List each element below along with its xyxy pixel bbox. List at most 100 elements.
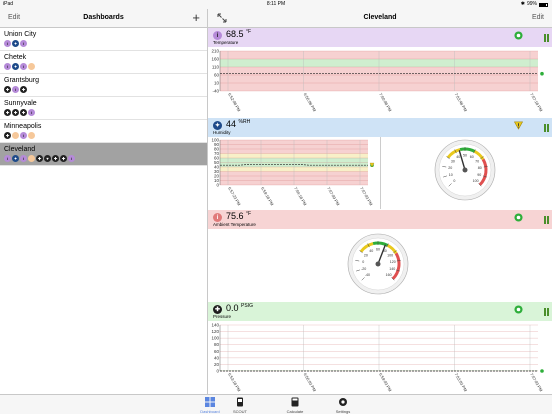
gauge-tick-label: 80 — [383, 249, 387, 253]
temperature-value: 68.5 — [226, 29, 244, 39]
gauge-band — [478, 158, 488, 186]
fan-icon: ✚ — [4, 132, 11, 139]
dashboard-item-icons: i ✦ i ✚ ♥ ✚ ✚ i — [4, 155, 203, 162]
dashboard-item-icons: ✚ ✚ ✚ i — [4, 109, 203, 116]
y-tick-label: 80 — [214, 147, 220, 152]
temperature-name: Temperature — [213, 40, 239, 45]
empty-icon — [28, 63, 35, 70]
droplet-icon: ✦ — [12, 40, 19, 47]
dashboard-item-label: Cleveland — [4, 146, 36, 153]
battery-indicator: ✱ 99% — [521, 0, 548, 9]
pressure-name: Pressure — [213, 314, 232, 319]
resize-icon[interactable] — [217, 13, 227, 23]
y-tick-label: 0 — [216, 183, 219, 188]
drag-handle-icon[interactable] — [540, 210, 552, 229]
dashboard-item-label: Chetek — [4, 54, 27, 61]
x-tick-label: 7:07:18 PM — [529, 92, 544, 112]
gauge-tick-label: 100 — [387, 254, 393, 258]
info-icon: i — [213, 213, 222, 222]
tab-scout[interactable]: SCOUT — [225, 397, 255, 414]
add-dashboard-button[interactable]: + — [192, 10, 200, 25]
y-tick-label: 90 — [214, 142, 220, 147]
drag-handle-icon[interactable] — [540, 118, 552, 137]
dashboard-item-union-city[interactable]: Union City i ✦ i — [0, 28, 207, 51]
dashboard-item-icons: ✚ i ✚ — [4, 86, 203, 93]
ok-status-icon — [514, 213, 523, 222]
dashboard-item-minneapolis[interactable]: Minneapolis ✚ i — [0, 120, 207, 143]
info-icon: i — [68, 155, 75, 162]
gauge-tick-label: 60 — [470, 155, 474, 159]
gauge-tick-label: 90 — [477, 173, 481, 177]
x-tick-label: 7:07:03 PM — [529, 372, 544, 392]
fan-icon: ✚ — [4, 86, 11, 93]
pressure-panel[interactable]: ✚ 0.0 PSIG Pressure 140 120 100 80 60 40 20 0 6:… — [208, 302, 552, 394]
dashboard-item-label: Union City — [4, 31, 37, 38]
ambient-reading: 75.6 °F — [226, 211, 251, 221]
y-tick-label: 110 — [212, 65, 220, 70]
dashboard-item-label: Minneapolis — [4, 123, 42, 130]
info-icon: i — [20, 132, 27, 139]
tab-calculate[interactable]: Calculate — [280, 397, 310, 414]
humidity-value: 44 — [226, 119, 237, 129]
y-tick-label: 60 — [214, 156, 220, 161]
x-tick-label: 6:56:03 PM — [303, 372, 318, 392]
humidity-panel[interactable]: ✦ 44 %RH Humidity 100 90 80 70 60 50 40 30 20 10 0… — [208, 118, 552, 210]
info-icon: i — [4, 155, 11, 162]
detail-navbar: Cleveland Edit — [208, 9, 552, 28]
gauge-needle — [458, 150, 466, 171]
ambient-temperature-panel[interactable]: i 75.6 °F Ambient Temperature -40 -20 0 20 4… — [208, 210, 552, 302]
x-tick-label: 6:59:03 PM — [378, 372, 393, 392]
ok-status-icon — [514, 305, 523, 314]
drag-handle-icon[interactable] — [540, 28, 552, 47]
current-value-marker — [540, 369, 544, 373]
calculator-icon — [291, 397, 299, 407]
current-value-marker — [540, 71, 544, 76]
temperature-header: i 68.5 °F Temperature — [208, 28, 552, 47]
fan-icon: ✚ — [60, 155, 67, 162]
tab-label: Settings — [335, 409, 351, 414]
gauge-tick-label: 50 — [463, 153, 467, 157]
y-tick-label: 20 — [214, 362, 220, 367]
y-tick-label: 70 — [214, 151, 220, 156]
y-tick-label: 50 — [214, 160, 220, 165]
tab-bar: Dashboard SCOUT Calculate Settings — [0, 394, 552, 414]
ok-status-icon — [514, 31, 523, 40]
gauge-tick-label: -20 — [361, 267, 366, 271]
temperature-panel[interactable]: i 68.5 °F Temperature 210 160 110 60 10 -40 6:… — [208, 28, 552, 118]
battery-icon — [539, 2, 548, 7]
gauge-tick-label: 70 — [475, 160, 479, 164]
y-tick-label: 0 — [216, 369, 219, 374]
warning-status-icon — [514, 121, 523, 130]
dashboard-item-sunnyvale[interactable]: Sunnyvale ✚ ✚ ✚ i — [0, 97, 207, 120]
empty-icon — [28, 132, 35, 139]
detail-edit-button[interactable]: Edit — [531, 14, 544, 21]
dashboard-item-grantsburg[interactable]: Grantsburg ✚ i ✚ — [0, 74, 207, 97]
pressure-unit: PSIG — [241, 303, 253, 309]
info-icon: i — [20, 155, 27, 162]
fan-icon: ✚ — [213, 305, 222, 314]
dashboard-detail: i 68.5 °F Temperature 210 160 110 60 10 -40 6:… — [208, 28, 552, 394]
y-tick-label: 140 — [211, 323, 219, 328]
dashboard-item-cleveland[interactable]: Cleveland i ✦ i ✚ ♥ ✚ ✚ i — [0, 143, 207, 166]
tab-settings[interactable]: Settings — [328, 397, 358, 414]
drag-handle-icon[interactable] — [540, 302, 552, 321]
info-icon: i — [12, 86, 19, 93]
dashboard-item-icons: i ✦ i — [4, 63, 203, 70]
dashboard-item-chetek[interactable]: Chetek i ✦ i — [0, 51, 207, 74]
x-tick-label: 6:56:08 PM — [303, 92, 318, 112]
sidebar-edit-button[interactable]: Edit — [8, 14, 21, 21]
x-tick-label: 6:59:18 PM — [260, 186, 275, 206]
x-tick-label: 6:52:08 PM — [227, 92, 242, 112]
fan-icon: ✚ — [52, 155, 59, 162]
gauge-hub — [375, 261, 381, 267]
info-icon: i — [4, 40, 11, 47]
tab-dashboard[interactable]: Dashboard — [195, 397, 225, 414]
fan-icon: ✚ — [12, 109, 19, 116]
x-tick-label: 7:07:03 PM — [359, 186, 374, 206]
humidity-unit: %RH — [238, 119, 251, 125]
gauge-hub — [462, 167, 468, 173]
gauge-tick-label: 160 — [386, 273, 392, 277]
